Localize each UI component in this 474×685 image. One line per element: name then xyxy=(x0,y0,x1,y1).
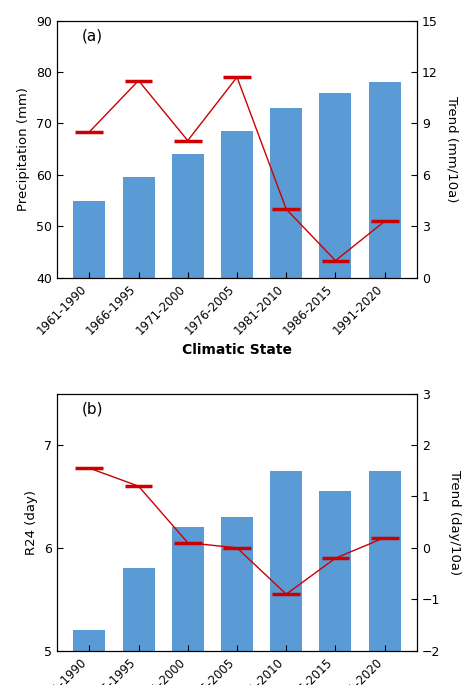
Bar xyxy=(319,491,352,651)
Y-axis label: Trend (mm/10a): Trend (mm/10a) xyxy=(446,96,459,202)
Bar xyxy=(73,201,105,278)
Y-axis label: Precipitation (mm): Precipitation (mm) xyxy=(18,87,30,211)
Text: (a): (a) xyxy=(82,28,103,43)
Y-axis label: R24 (day): R24 (day) xyxy=(26,490,38,555)
Bar xyxy=(221,517,253,651)
Text: (b): (b) xyxy=(82,401,104,416)
Bar xyxy=(369,471,401,651)
Bar xyxy=(122,177,155,278)
Bar xyxy=(270,471,302,651)
Bar xyxy=(172,154,204,278)
Bar xyxy=(73,630,105,651)
Bar xyxy=(221,131,253,278)
Bar xyxy=(369,82,401,278)
Bar xyxy=(122,569,155,651)
Bar xyxy=(172,527,204,651)
Y-axis label: Trend (day/10a): Trend (day/10a) xyxy=(448,470,461,575)
Bar xyxy=(319,92,352,278)
Bar xyxy=(270,108,302,278)
X-axis label: Climatic State: Climatic State xyxy=(182,342,292,357)
